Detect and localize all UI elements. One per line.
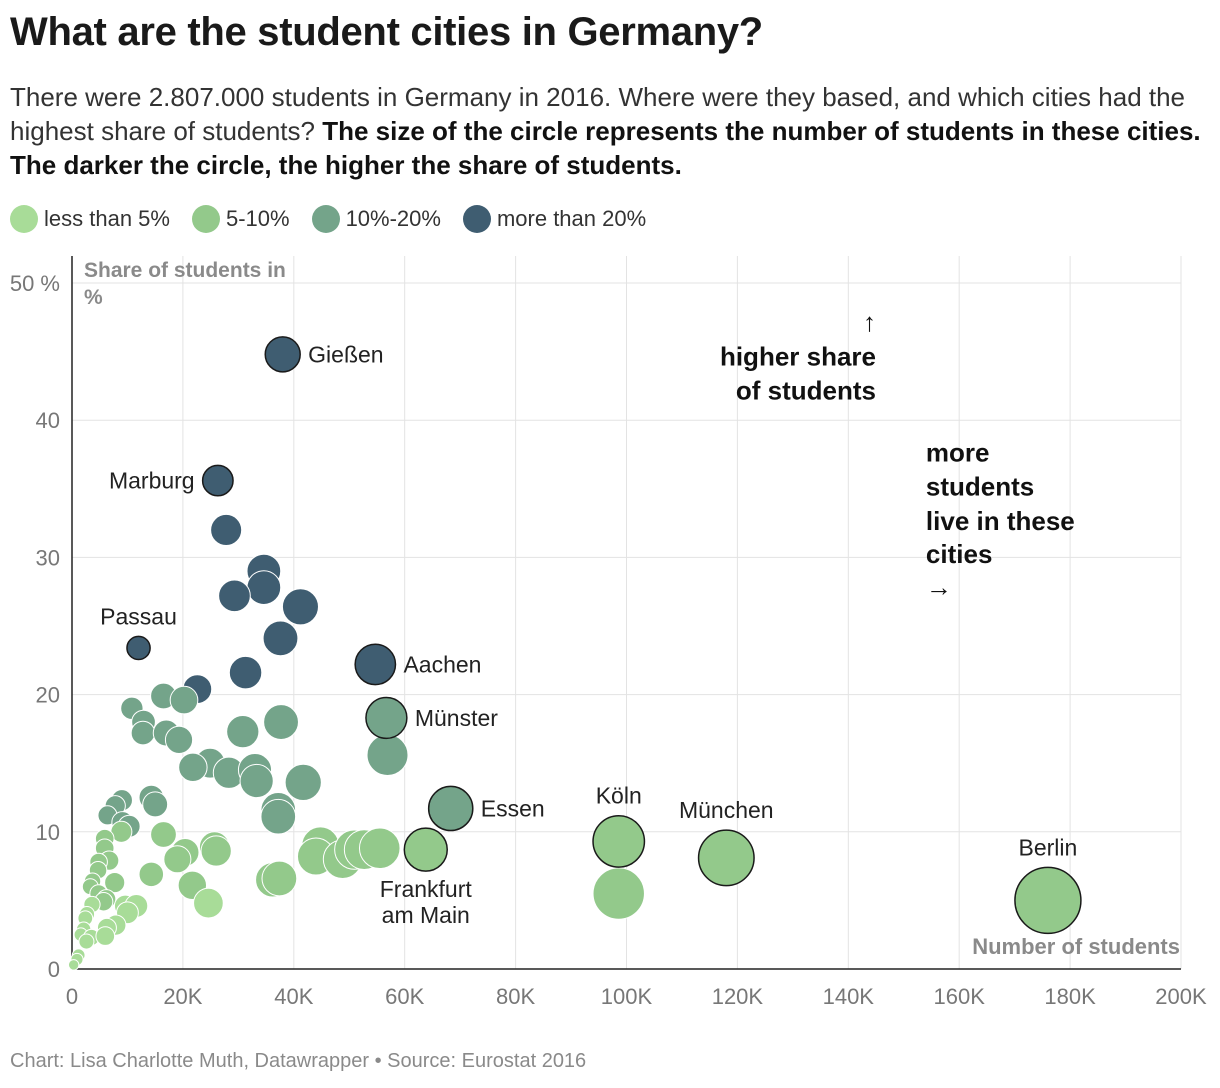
city-bubble: [284, 763, 322, 802]
city-label: Marburg: [109, 468, 195, 494]
city-bubble: [95, 926, 116, 946]
x-tick-label: 160K: [934, 984, 986, 1009]
x-tick-label: 120K: [712, 984, 764, 1009]
city-bubble-labeled: [354, 643, 397, 686]
city-label: Aachen: [403, 651, 481, 677]
city-bubble: [228, 655, 263, 690]
chart-annotation: cities: [926, 539, 993, 569]
y-axis-title: Share of students in: [84, 259, 286, 282]
city-bubble: [262, 620, 299, 657]
city-bubble-labeled: [365, 696, 408, 740]
x-tick-label: 20K: [163, 984, 202, 1009]
y-tick-label: 30: [36, 545, 60, 570]
city-label: Essen: [481, 795, 545, 821]
city-bubble: [592, 867, 645, 920]
city-bubble: [150, 821, 177, 848]
city-bubble: [163, 845, 192, 874]
city-bubble-labeled: [403, 827, 448, 872]
city-label: Frankfurt: [380, 876, 473, 902]
y-tick-label: 10: [36, 820, 60, 845]
city-bubble-labeled: [126, 635, 151, 661]
x-tick-label: 0: [66, 984, 78, 1009]
city-bubble-labeled: [264, 336, 301, 373]
legend-label: more than 20%: [496, 206, 647, 231]
page-title: What are the student cities in Germany?: [10, 10, 763, 54]
legend-label: less than 5%: [44, 206, 170, 231]
city-label: Berlin: [1019, 834, 1078, 860]
city-bubble-labeled: [427, 785, 474, 832]
city-bubble: [263, 704, 299, 740]
x-tick-label: 80K: [496, 984, 535, 1009]
x-tick-label: 140K: [823, 984, 875, 1009]
chart-footer: Chart: Lisa Charlotte Muth, Datawrapper …: [10, 1050, 587, 1072]
city-bubble: [78, 933, 95, 950]
chart-annotation: live in these: [926, 506, 1075, 536]
city-bubble: [246, 570, 282, 605]
legend-item-10-20: 10%-20%: [311, 205, 441, 233]
city-label: München: [679, 797, 774, 823]
city-bubble: [169, 685, 199, 715]
city-bubble: [130, 720, 156, 746]
legend-swatch-icon: [10, 205, 38, 233]
city-bubble-labeled: [697, 829, 755, 887]
chart-annotation: higher share: [720, 341, 876, 371]
legend-item-more-than-20: more than 20%: [462, 205, 647, 233]
x-tick-label: 60K: [385, 984, 424, 1009]
city-bubble: [193, 887, 224, 919]
y-tick-label: 0: [48, 957, 60, 982]
city-bubble: [226, 715, 260, 749]
city-bubble: [138, 861, 165, 888]
city-bubble: [281, 588, 319, 626]
city-bubble: [164, 725, 194, 754]
city-bubble-labeled: [201, 464, 234, 497]
city-bubble: [239, 763, 274, 799]
legend-swatch-icon: [462, 205, 491, 233]
y-tick-label: 50 %: [10, 271, 60, 296]
city-bubble: [261, 860, 298, 897]
city-bubble: [104, 871, 126, 894]
city-bubble: [67, 959, 80, 971]
x-tick-label: 100K: [601, 984, 653, 1009]
x-tick-label: 200K: [1155, 984, 1207, 1009]
legend-swatch-icon: [311, 205, 340, 233]
y-axis-title-unit: %: [84, 286, 103, 309]
city-bubble: [218, 579, 251, 613]
y-tick-label: 40: [36, 408, 60, 433]
city-bubble: [200, 835, 232, 867]
chart-subtitle: There were 2.807.000 students in Germany…: [10, 80, 1205, 182]
city-bubble: [178, 752, 208, 783]
city-bubble: [260, 798, 297, 835]
x-axis-title: Number of students: [972, 934, 1180, 959]
city-bubble: [366, 733, 409, 776]
subtitle-plain: There were 2.807.000 students in Germany…: [10, 82, 1186, 146]
x-tick-label: 40K: [274, 984, 313, 1009]
city-bubble-labeled: [592, 814, 646, 868]
city-label: Passau: [100, 603, 177, 629]
chart-annotation: of students: [736, 376, 876, 406]
chart-annotation: ↑: [863, 307, 876, 337]
y-tick-label: 20: [36, 683, 60, 708]
city-label: Köln: [596, 783, 642, 809]
legend-item-5-10: 5-10%: [191, 205, 290, 233]
subtitle-bold: The size of the circle represents the nu…: [10, 116, 1201, 180]
city-bubble: [142, 791, 169, 818]
chart-annotation: →: [926, 572, 952, 602]
chart-annotation: more: [926, 437, 990, 467]
city-bubble-labeled: [1014, 866, 1082, 935]
legend-swatch-icon: [191, 205, 220, 233]
city-bubble: [358, 827, 401, 870]
chart-annotation: students: [926, 472, 1034, 502]
city-label: Münster: [415, 705, 498, 731]
city-label: Gießen: [308, 341, 383, 367]
city-bubble: [210, 513, 243, 546]
city-label: am Main: [382, 902, 470, 928]
x-tick-label: 180K: [1044, 984, 1096, 1009]
legend-label: 10%-20%: [345, 206, 441, 231]
legend-item-less-than-5: less than 5%: [10, 205, 170, 233]
chart-legend: less than 5% 5-10% 10%-20% more than 20%: [10, 204, 646, 234]
legend-label: 5-10%: [225, 206, 290, 231]
